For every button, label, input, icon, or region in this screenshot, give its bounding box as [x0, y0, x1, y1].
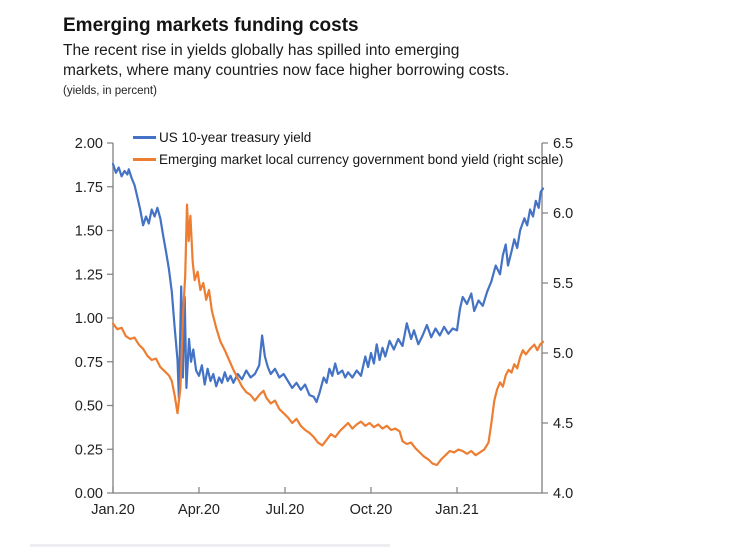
left-axis-tick-label: 1.00 — [75, 311, 103, 327]
left-axis-tick-label: 1.75 — [75, 180, 103, 196]
right-axis-tick-label: 6.5 — [553, 136, 573, 152]
left-axis-tick-label: 1.25 — [75, 267, 103, 283]
chart-title: Emerging markets funding costs — [63, 15, 359, 36]
right-axis-tick-label: 6.0 — [553, 206, 573, 222]
em-bond-legend-label: Emerging market local currency governmen… — [159, 152, 564, 167]
chart-units-note: (yields, in percent) — [63, 84, 157, 97]
legend-item-us-10y: US 10-year treasury yield — [133, 130, 311, 145]
cropped-element-edge — [30, 544, 390, 547]
chart-subtitle-line2: markets, where many countries now face h… — [63, 62, 510, 80]
x-axis-tick-label: Jan.20 — [91, 502, 135, 518]
x-axis-tick-label: Jul.20 — [266, 502, 305, 518]
left-axis-tick-label: 0.50 — [75, 399, 103, 415]
us-10y-line — [111, 162, 545, 404]
us-10y-legend-label: US 10-year treasury yield — [159, 130, 312, 145]
right-axis-tick-label: 5.0 — [553, 346, 573, 362]
chart-subtitle: The recent rise in yields globally has s… — [63, 41, 623, 82]
right-axis-tick-label: 4.5 — [553, 416, 573, 432]
left-axis-tick-label: 1.50 — [75, 224, 103, 240]
legend-item-em-bond: Emerging market local currency governmen… — [133, 152, 563, 167]
left-axis-tick-label: 0.00 — [75, 486, 103, 502]
em-bond-line — [111, 203, 545, 467]
chart-subtitle-line1: The recent rise in yields globally has s… — [63, 41, 460, 59]
right-axis-tick-label: 4.0 — [553, 486, 573, 502]
left-axis-tick-label: 0.25 — [75, 442, 103, 458]
em-bond-legend-swatch — [133, 158, 156, 161]
x-axis-tick-label: Oct.20 — [350, 502, 393, 518]
us-10y-legend-swatch — [133, 136, 156, 139]
left-axis-tick-label: 0.75 — [75, 355, 103, 371]
x-axis-tick-label: Apr.20 — [178, 502, 220, 518]
chart-header: Emerging markets funding costs The recen… — [63, 14, 623, 97]
left-axis-tick-label: 2.00 — [75, 136, 103, 152]
right-axis-tick-label: 5.5 — [553, 276, 573, 292]
x-axis-tick-label: Jan.21 — [435, 502, 479, 518]
